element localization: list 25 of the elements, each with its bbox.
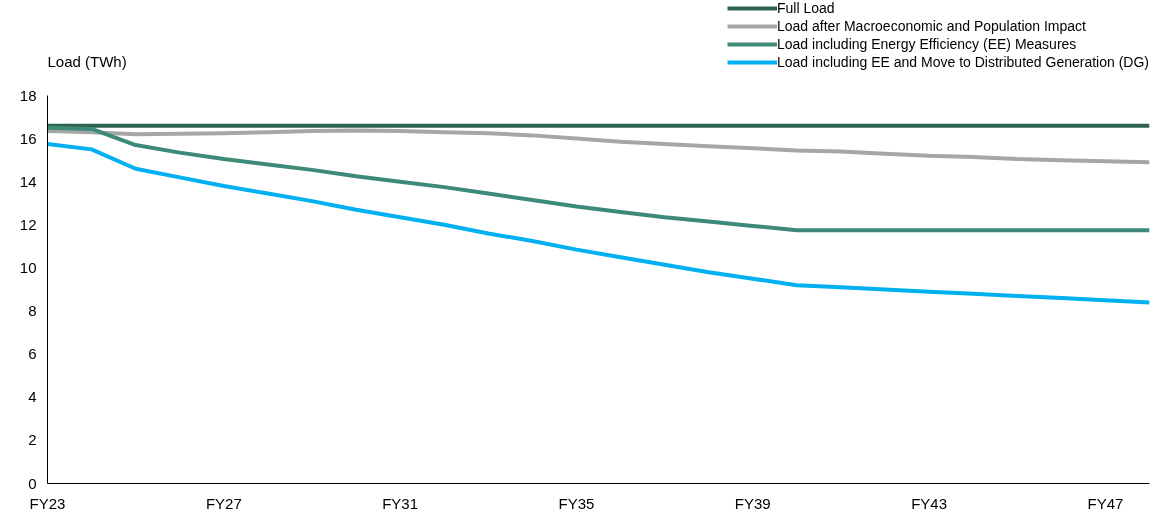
y-tick-label: 14 — [19, 172, 37, 190]
legend-label: Load including Energy Efficiency (EE) Measures — [777, 36, 1077, 52]
x-tick-label: FY43 — [911, 494, 948, 512]
legend-label: Load including EE and Move to Distributed Generation (DG) — [777, 54, 1149, 70]
y-axis-title: Load (TWh) — [47, 52, 127, 70]
legend-label: Full Load — [777, 0, 835, 16]
x-tick-label: FY27 — [205, 494, 242, 512]
line-series — [47, 142, 1150, 305]
y-tick-label: 4 — [28, 388, 37, 406]
y-tick-label: 12 — [19, 215, 37, 233]
y-tick-label: 18 — [19, 86, 37, 104]
y-tick-label: 8 — [28, 302, 37, 320]
line-series — [47, 125, 1150, 233]
x-tick-label: FY39 — [734, 494, 771, 512]
x-tick-label: FY47 — [1087, 494, 1124, 512]
y-tick-label: 16 — [19, 129, 37, 147]
y-tick-label: 2 — [28, 431, 37, 449]
x-tick-label: FY31 — [382, 494, 419, 512]
legend-label: Load after Macroeconomic and Population Impact — [777, 18, 1086, 34]
y-tick-label: 6 — [28, 345, 37, 363]
x-tick-label: FY35 — [558, 494, 595, 512]
y-tick-label: 0 — [28, 474, 37, 492]
y-tick-label: 10 — [19, 258, 37, 276]
x-tick-label: FY23 — [29, 494, 66, 512]
line-series — [47, 128, 1150, 165]
